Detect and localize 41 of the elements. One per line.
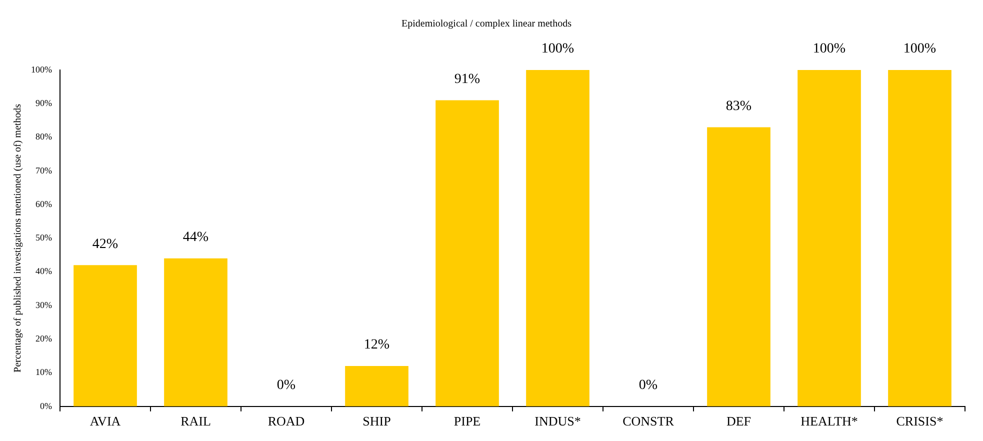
bar	[345, 366, 408, 406]
x-tick-label: INDUS*	[534, 414, 581, 429]
x-tick-label: SHIP	[362, 414, 391, 429]
y-tick-label: 80%	[35, 132, 52, 142]
y-tick-label: 60%	[35, 198, 52, 209]
x-tick-label: HEALTH*	[800, 414, 858, 429]
data-label: 0%	[276, 378, 296, 394]
x-tick-label: DEF	[726, 414, 752, 429]
data-label: 12%	[364, 338, 390, 353]
y-tick-label: 10%	[35, 367, 52, 378]
bar	[74, 265, 137, 406]
y-tick-label: 50%	[35, 232, 52, 243]
y-tick-label: 0%	[40, 400, 52, 411]
data-label: 42%	[92, 236, 118, 252]
x-tick-label: ROAD	[268, 414, 305, 429]
data-label: 44%	[182, 230, 209, 246]
y-tick-label: 90%	[35, 98, 52, 108]
data-label: 83%	[726, 98, 752, 114]
bar	[798, 70, 861, 406]
y-tick-label: 40%	[35, 266, 52, 276]
x-tick-label: RAIL	[180, 414, 211, 429]
x-tick-label: CONSTR	[622, 414, 674, 429]
y-tick-label: 20%	[35, 333, 52, 344]
bar	[707, 127, 770, 406]
data-label: 100%	[812, 42, 846, 57]
y-tick-label: 70%	[35, 165, 52, 176]
bar	[888, 70, 952, 406]
data-label: 91%	[454, 72, 480, 87]
x-tick-label: CRISIS*	[896, 414, 944, 429]
data-label: 100%	[903, 42, 936, 57]
y-axis-title: Percentage of published investigations mentioned (use of) methods	[12, 104, 24, 372]
chart-title: Epidemiological / complex linear methods	[402, 18, 572, 30]
bar	[436, 100, 499, 406]
x-tick-label: AVIA	[90, 414, 122, 429]
bar	[164, 258, 228, 406]
y-tick-label: 30%	[35, 300, 52, 310]
x-tick-label: PIPE	[454, 414, 481, 429]
data-label: 0%	[638, 378, 658, 394]
bar	[526, 70, 590, 406]
y-tick-label: 100%	[30, 64, 52, 74]
data-label: 100%	[541, 42, 574, 57]
